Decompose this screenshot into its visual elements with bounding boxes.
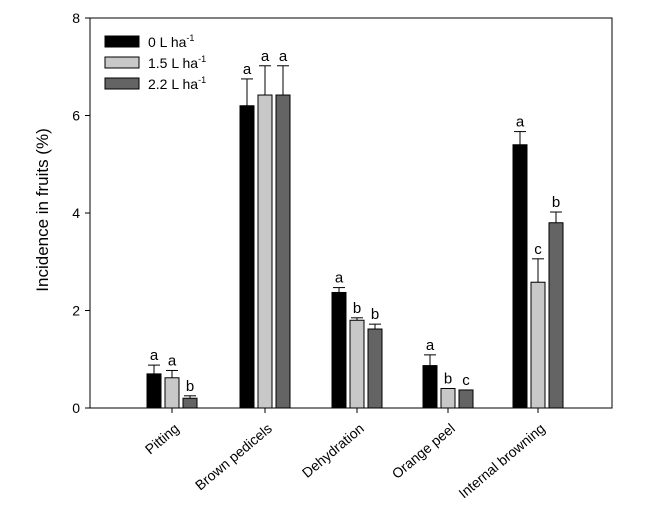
x-category-label: Dehydration — [299, 420, 367, 481]
y-tick-label: 4 — [72, 205, 80, 221]
bar — [512, 144, 528, 409]
x-category-label: Internal browning — [455, 420, 548, 501]
bars-layer — [146, 65, 564, 409]
bar — [239, 105, 255, 409]
significance-letter: b — [444, 371, 452, 388]
significance-letter: a — [426, 337, 435, 354]
significance-letter: a — [279, 48, 288, 65]
legend-label-superscript: -1 — [198, 54, 206, 64]
significance-letter: a — [243, 61, 252, 78]
legend-label-superscript: -1 — [186, 33, 194, 43]
x-category-label: Orange peel — [389, 420, 458, 482]
bar — [349, 319, 365, 409]
y-axis-title: Incidence in fruits (%) — [33, 128, 52, 291]
y-tick-label: 6 — [72, 108, 80, 124]
significance-letter: a — [168, 352, 177, 369]
y-tick-label: 2 — [72, 303, 80, 319]
significance-letter: b — [186, 378, 194, 395]
y-tick-label: 0 — [72, 400, 80, 416]
y-axis-ticks: 0 2 4 6 8 — [72, 10, 90, 416]
significance-letter: b — [552, 194, 560, 211]
bar — [275, 94, 291, 409]
bar — [422, 365, 438, 409]
significance-letter: a — [516, 114, 525, 131]
significance-letter: b — [371, 306, 379, 323]
bar — [458, 389, 474, 409]
significance-letter: a — [150, 347, 159, 364]
significance-letter: c — [534, 241, 542, 258]
significance-letter: a — [335, 270, 344, 287]
legend-swatch — [104, 35, 140, 48]
bar — [164, 377, 180, 409]
legend: 0 L ha-1 1.5 L ha-1 2.2 L ha-1 — [104, 33, 206, 92]
legend-swatch — [104, 77, 140, 90]
x-category-label: Brown pedicels — [192, 420, 275, 493]
bar — [257, 94, 273, 409]
legend-label: 1.5 L ha-1 — [148, 54, 206, 71]
bar — [440, 388, 456, 409]
legend-label: 0 L ha-1 — [148, 33, 194, 50]
legend-swatch — [104, 56, 140, 69]
bar — [367, 328, 383, 409]
bar — [548, 222, 564, 409]
significance-letter: b — [353, 300, 361, 317]
legend-label-superscript: -1 — [198, 75, 206, 85]
legend-label: 2.2 L ha-1 — [148, 75, 206, 92]
y-tick-label: 8 — [72, 10, 80, 26]
significance-letter: a — [261, 48, 270, 65]
bar — [331, 291, 347, 409]
significance-letter: c — [462, 372, 470, 389]
bar — [182, 397, 198, 409]
bar — [146, 373, 162, 409]
bar — [530, 281, 546, 409]
x-category-label: Pitting — [142, 420, 182, 457]
x-axis-category-labels: Pitting Brown pedicels Dehydration Orange p… — [142, 408, 548, 501]
